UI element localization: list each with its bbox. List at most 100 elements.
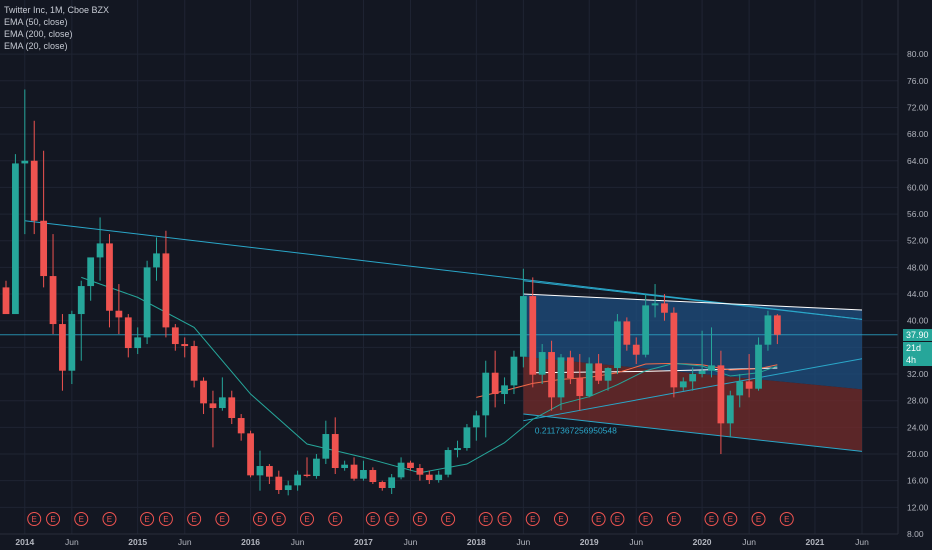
long-trendline[interactable]: [24, 220, 863, 320]
candle[interactable]: [454, 448, 461, 451]
candle[interactable]: [538, 352, 546, 375]
candle[interactable]: [49, 276, 57, 325]
candle[interactable]: [284, 485, 292, 491]
candle[interactable]: [68, 314, 76, 371]
candle[interactable]: [501, 385, 508, 395]
candle[interactable]: [614, 321, 621, 369]
candle[interactable]: [96, 243, 104, 258]
earnings-marker[interactable]: [412, 512, 427, 526]
candle[interactable]: [651, 303, 659, 306]
candle[interactable]: [585, 363, 593, 397]
candle[interactable]: [313, 458, 320, 477]
candle[interactable]: [632, 344, 640, 355]
candle[interactable]: [12, 163, 19, 315]
candle[interactable]: [472, 415, 480, 428]
candle[interactable]: [595, 363, 603, 381]
candle[interactable]: [228, 397, 236, 419]
candle[interactable]: [407, 462, 414, 469]
candle[interactable]: [350, 464, 358, 479]
earnings-marker[interactable]: [46, 512, 61, 526]
candle[interactable]: [397, 462, 405, 478]
candle[interactable]: [519, 296, 527, 357]
earnings-marker[interactable]: [666, 512, 681, 526]
earnings-marker[interactable]: [638, 512, 653, 526]
candle[interactable]: [491, 372, 499, 395]
earnings-marker[interactable]: [74, 512, 89, 526]
candle[interactable]: [369, 470, 377, 483]
candle[interactable]: [482, 372, 490, 416]
candle[interactable]: [275, 476, 283, 491]
candle[interactable]: [708, 365, 715, 371]
candle[interactable]: [745, 381, 753, 389]
candle[interactable]: [209, 403, 217, 409]
earnings-marker[interactable]: [252, 512, 267, 526]
earnings-marker[interactable]: [158, 512, 173, 526]
candle[interactable]: [670, 312, 678, 388]
candle[interactable]: [717, 365, 725, 424]
candle[interactable]: [190, 346, 198, 381]
candle[interactable]: [256, 466, 264, 476]
candle[interactable]: [59, 324, 66, 371]
candle[interactable]: [661, 303, 668, 313]
candle[interactable]: [689, 374, 697, 382]
earnings-marker[interactable]: [610, 512, 625, 526]
candle[interactable]: [435, 474, 443, 481]
candle[interactable]: [87, 257, 95, 287]
candle[interactable]: [698, 370, 706, 375]
earnings-marker[interactable]: [497, 512, 512, 526]
candle[interactable]: [247, 433, 254, 476]
candle[interactable]: [2, 287, 10, 315]
earnings-marker[interactable]: [525, 512, 540, 526]
candle[interactable]: [115, 310, 123, 318]
candle[interactable]: [764, 315, 772, 345]
earnings-marker[interactable]: [140, 512, 155, 526]
lower-channel-line[interactable]: [523, 413, 863, 452]
candle[interactable]: [388, 477, 396, 489]
candle[interactable]: [604, 368, 612, 381]
ema50-line[interactable]: [476, 362, 778, 398]
earnings-marker[interactable]: [300, 512, 315, 526]
candle[interactable]: [21, 160, 29, 164]
earnings-marker[interactable]: [187, 512, 202, 526]
indicator-ema20[interactable]: EMA (20, close): [4, 41, 68, 51]
candle[interactable]: [218, 397, 226, 409]
candle[interactable]: [40, 220, 48, 277]
symbol-title[interactable]: Twitter Inc, 1M, Cboe BZX: [4, 5, 110, 15]
earnings-marker[interactable]: [27, 512, 42, 526]
time-axis[interactable]: [0, 534, 932, 550]
candle[interactable]: [773, 315, 781, 335]
earnings-marker[interactable]: [215, 512, 230, 526]
fib-annotation-label[interactable]: 0.2117367256950548: [535, 426, 617, 436]
indicator-ema50[interactable]: EMA (50, close): [4, 17, 68, 27]
candle[interactable]: [557, 357, 565, 398]
candle[interactable]: [425, 474, 433, 481]
candle[interactable]: [153, 253, 160, 268]
candle[interactable]: [322, 434, 330, 459]
candle[interactable]: [576, 378, 584, 397]
candle[interactable]: [134, 337, 142, 349]
candle[interactable]: [237, 418, 245, 434]
candle[interactable]: [171, 327, 179, 345]
earnings-marker[interactable]: [365, 512, 380, 526]
candle[interactable]: [529, 296, 537, 375]
upper-channel-line[interactable]: [523, 280, 863, 320]
candle[interactable]: [510, 356, 518, 386]
earnings-marker[interactable]: [102, 512, 117, 526]
candle[interactable]: [726, 395, 734, 424]
earnings-marker[interactable]: [441, 512, 456, 526]
candle[interactable]: [623, 321, 631, 345]
candle[interactable]: [331, 434, 339, 469]
candle[interactable]: [30, 160, 38, 221]
candle[interactable]: [444, 450, 452, 475]
candle[interactable]: [294, 474, 301, 486]
candle[interactable]: [265, 466, 273, 477]
earnings-marker[interactable]: [271, 512, 286, 526]
candle[interactable]: [463, 427, 471, 449]
price-axis[interactable]: [898, 0, 932, 550]
candle[interactable]: [567, 357, 574, 379]
candle[interactable]: [106, 243, 113, 311]
candle[interactable]: [736, 381, 744, 396]
candle[interactable]: [124, 317, 132, 349]
earnings-marker[interactable]: [751, 512, 766, 526]
